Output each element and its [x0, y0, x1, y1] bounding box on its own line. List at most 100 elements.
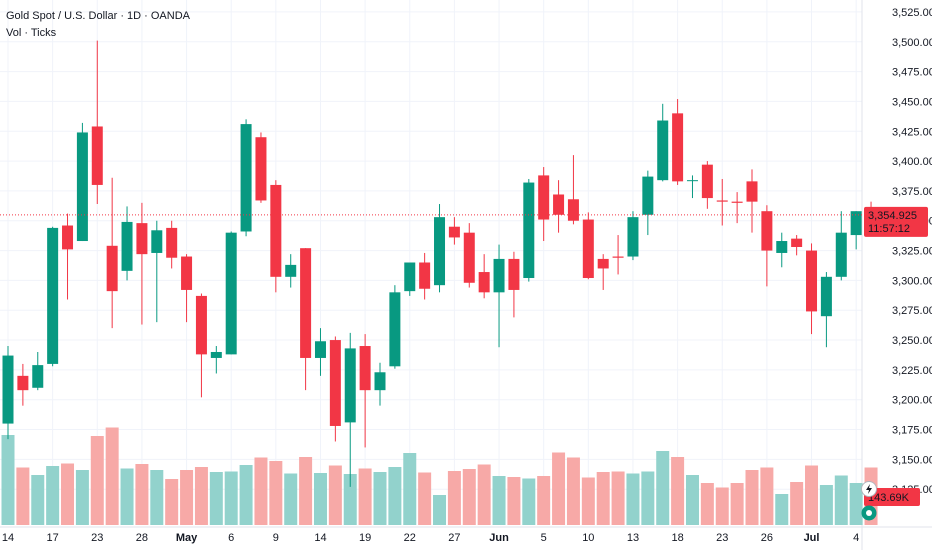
candle-body — [731, 201, 743, 203]
y-tick-label: 3,150.000 — [892, 454, 932, 466]
y-tick-label: 3,475.000 — [892, 67, 932, 79]
symbol-title[interactable]: Gold Spot / U.S. Dollar · 1D · OANDA — [6, 10, 190, 22]
volume-bar — [537, 476, 551, 525]
volume-bar — [834, 475, 848, 525]
volume-bar — [596, 472, 610, 525]
volume-bar — [269, 461, 283, 525]
candle-body — [62, 225, 74, 250]
candle-countdown: 11:57:12 — [868, 223, 910, 235]
candle-body — [493, 258, 505, 293]
volume-bar — [700, 483, 714, 525]
x-tick-label: 18 — [671, 532, 683, 544]
candle-body — [166, 227, 178, 258]
volume-bar — [75, 470, 89, 525]
volume-bar — [328, 465, 342, 525]
volume-bar — [135, 464, 149, 525]
y-tick-label: 3,200.000 — [892, 395, 932, 407]
candle-body — [642, 176, 654, 215]
volume-bar — [715, 487, 729, 525]
candle-body — [270, 184, 282, 277]
volume-bar — [224, 471, 238, 525]
volume-bar — [90, 436, 104, 525]
current-price-badge — [864, 206, 928, 237]
y-tick-label: 3,525.000 — [892, 7, 932, 19]
volume-bar — [671, 457, 685, 525]
x-tick-label: May — [176, 532, 198, 544]
volume-bar — [611, 471, 625, 525]
x-tick-label: 14 — [314, 532, 326, 544]
alert-status-icon[interactable] — [861, 505, 877, 521]
candle-body — [32, 365, 44, 388]
candle-body — [151, 230, 163, 253]
candle-body — [195, 295, 207, 355]
volume-bar — [566, 457, 580, 525]
lightning-icon[interactable] — [861, 481, 877, 497]
volume-bar — [730, 483, 744, 525]
volume-bar — [403, 453, 417, 525]
x-tick-label: 23 — [716, 532, 728, 544]
candle-body — [597, 258, 609, 269]
candle-body — [567, 199, 579, 221]
x-tick-label: 13 — [627, 532, 639, 544]
volume-badge — [864, 488, 920, 506]
candle-layer — [2, 40, 877, 487]
volume-bar — [1, 435, 15, 525]
volume-bar — [507, 477, 521, 525]
y-tick-label: 3,225.000 — [892, 365, 932, 377]
x-tick-label: Jun — [489, 532, 509, 544]
volume-bar — [254, 457, 268, 525]
volume-bar — [849, 483, 863, 525]
volume-bar — [61, 463, 75, 525]
candle-body — [627, 217, 639, 257]
candle-body — [389, 292, 401, 367]
volume-bar — [477, 464, 491, 525]
axis-labels-layer: 3,354.925 11:57:12 143.69K — [864, 206, 928, 506]
x-tick-label: 26 — [761, 532, 773, 544]
candle-body — [255, 137, 267, 201]
volume-bar — [745, 470, 759, 525]
candle-body — [374, 372, 386, 391]
candle-body — [434, 217, 446, 286]
x-tick-label: 9 — [273, 532, 279, 544]
y-tick-label: 3,425.000 — [892, 126, 932, 138]
volume-bar — [194, 467, 208, 525]
volume-bar — [180, 470, 194, 525]
y-tick-label: 3,400.000 — [892, 156, 932, 168]
x-tick-label: Jul — [804, 532, 820, 544]
candle-body — [136, 223, 148, 255]
y-tick-label: 3,450.000 — [892, 96, 932, 108]
candle-body — [508, 258, 520, 290]
x-tick-label: 22 — [404, 532, 416, 544]
price-axis[interactable]: 3,125.0003,150.0003,175.0003,200.0003,22… — [892, 7, 932, 496]
time-axis[interactable]: 14 17 23 28 May 6 9 14 19 22 27 Jun 5 10 13 18 23 26 Jul 4 — [2, 532, 859, 544]
candle-body — [850, 211, 862, 236]
volume-bar — [522, 478, 536, 525]
candle-body — [820, 276, 832, 317]
volume-bar — [447, 471, 461, 525]
volume-bar — [165, 479, 179, 525]
candle-body — [791, 238, 803, 247]
y-tick-label: 3,500.000 — [892, 37, 932, 49]
candle-body — [91, 126, 103, 185]
volume-bar — [462, 469, 476, 525]
volume-value: 143.69K — [868, 492, 910, 504]
candle-body — [523, 182, 535, 279]
y-tick-label: 3,250.000 — [892, 335, 932, 347]
candle-body — [776, 241, 788, 253]
candle-body — [686, 180, 698, 182]
chart-legend[interactable]: Gold Spot / U.S. Dollar · 1D · OANDA Vol… — [6, 8, 190, 42]
volume-bar — [16, 467, 30, 525]
volume-layer — [1, 427, 878, 525]
candle-body — [300, 248, 312, 358]
candle-body — [2, 355, 14, 424]
candle-body — [329, 340, 341, 426]
x-tick-label: 28 — [136, 532, 148, 544]
candle-body — [806, 250, 818, 312]
candle-body — [582, 219, 594, 279]
volume-bar — [46, 466, 60, 525]
volume-indicator-title[interactable]: Vol · Ticks — [6, 27, 57, 39]
y-tick-label: 3,175.000 — [892, 425, 932, 437]
candle-body — [761, 211, 773, 251]
